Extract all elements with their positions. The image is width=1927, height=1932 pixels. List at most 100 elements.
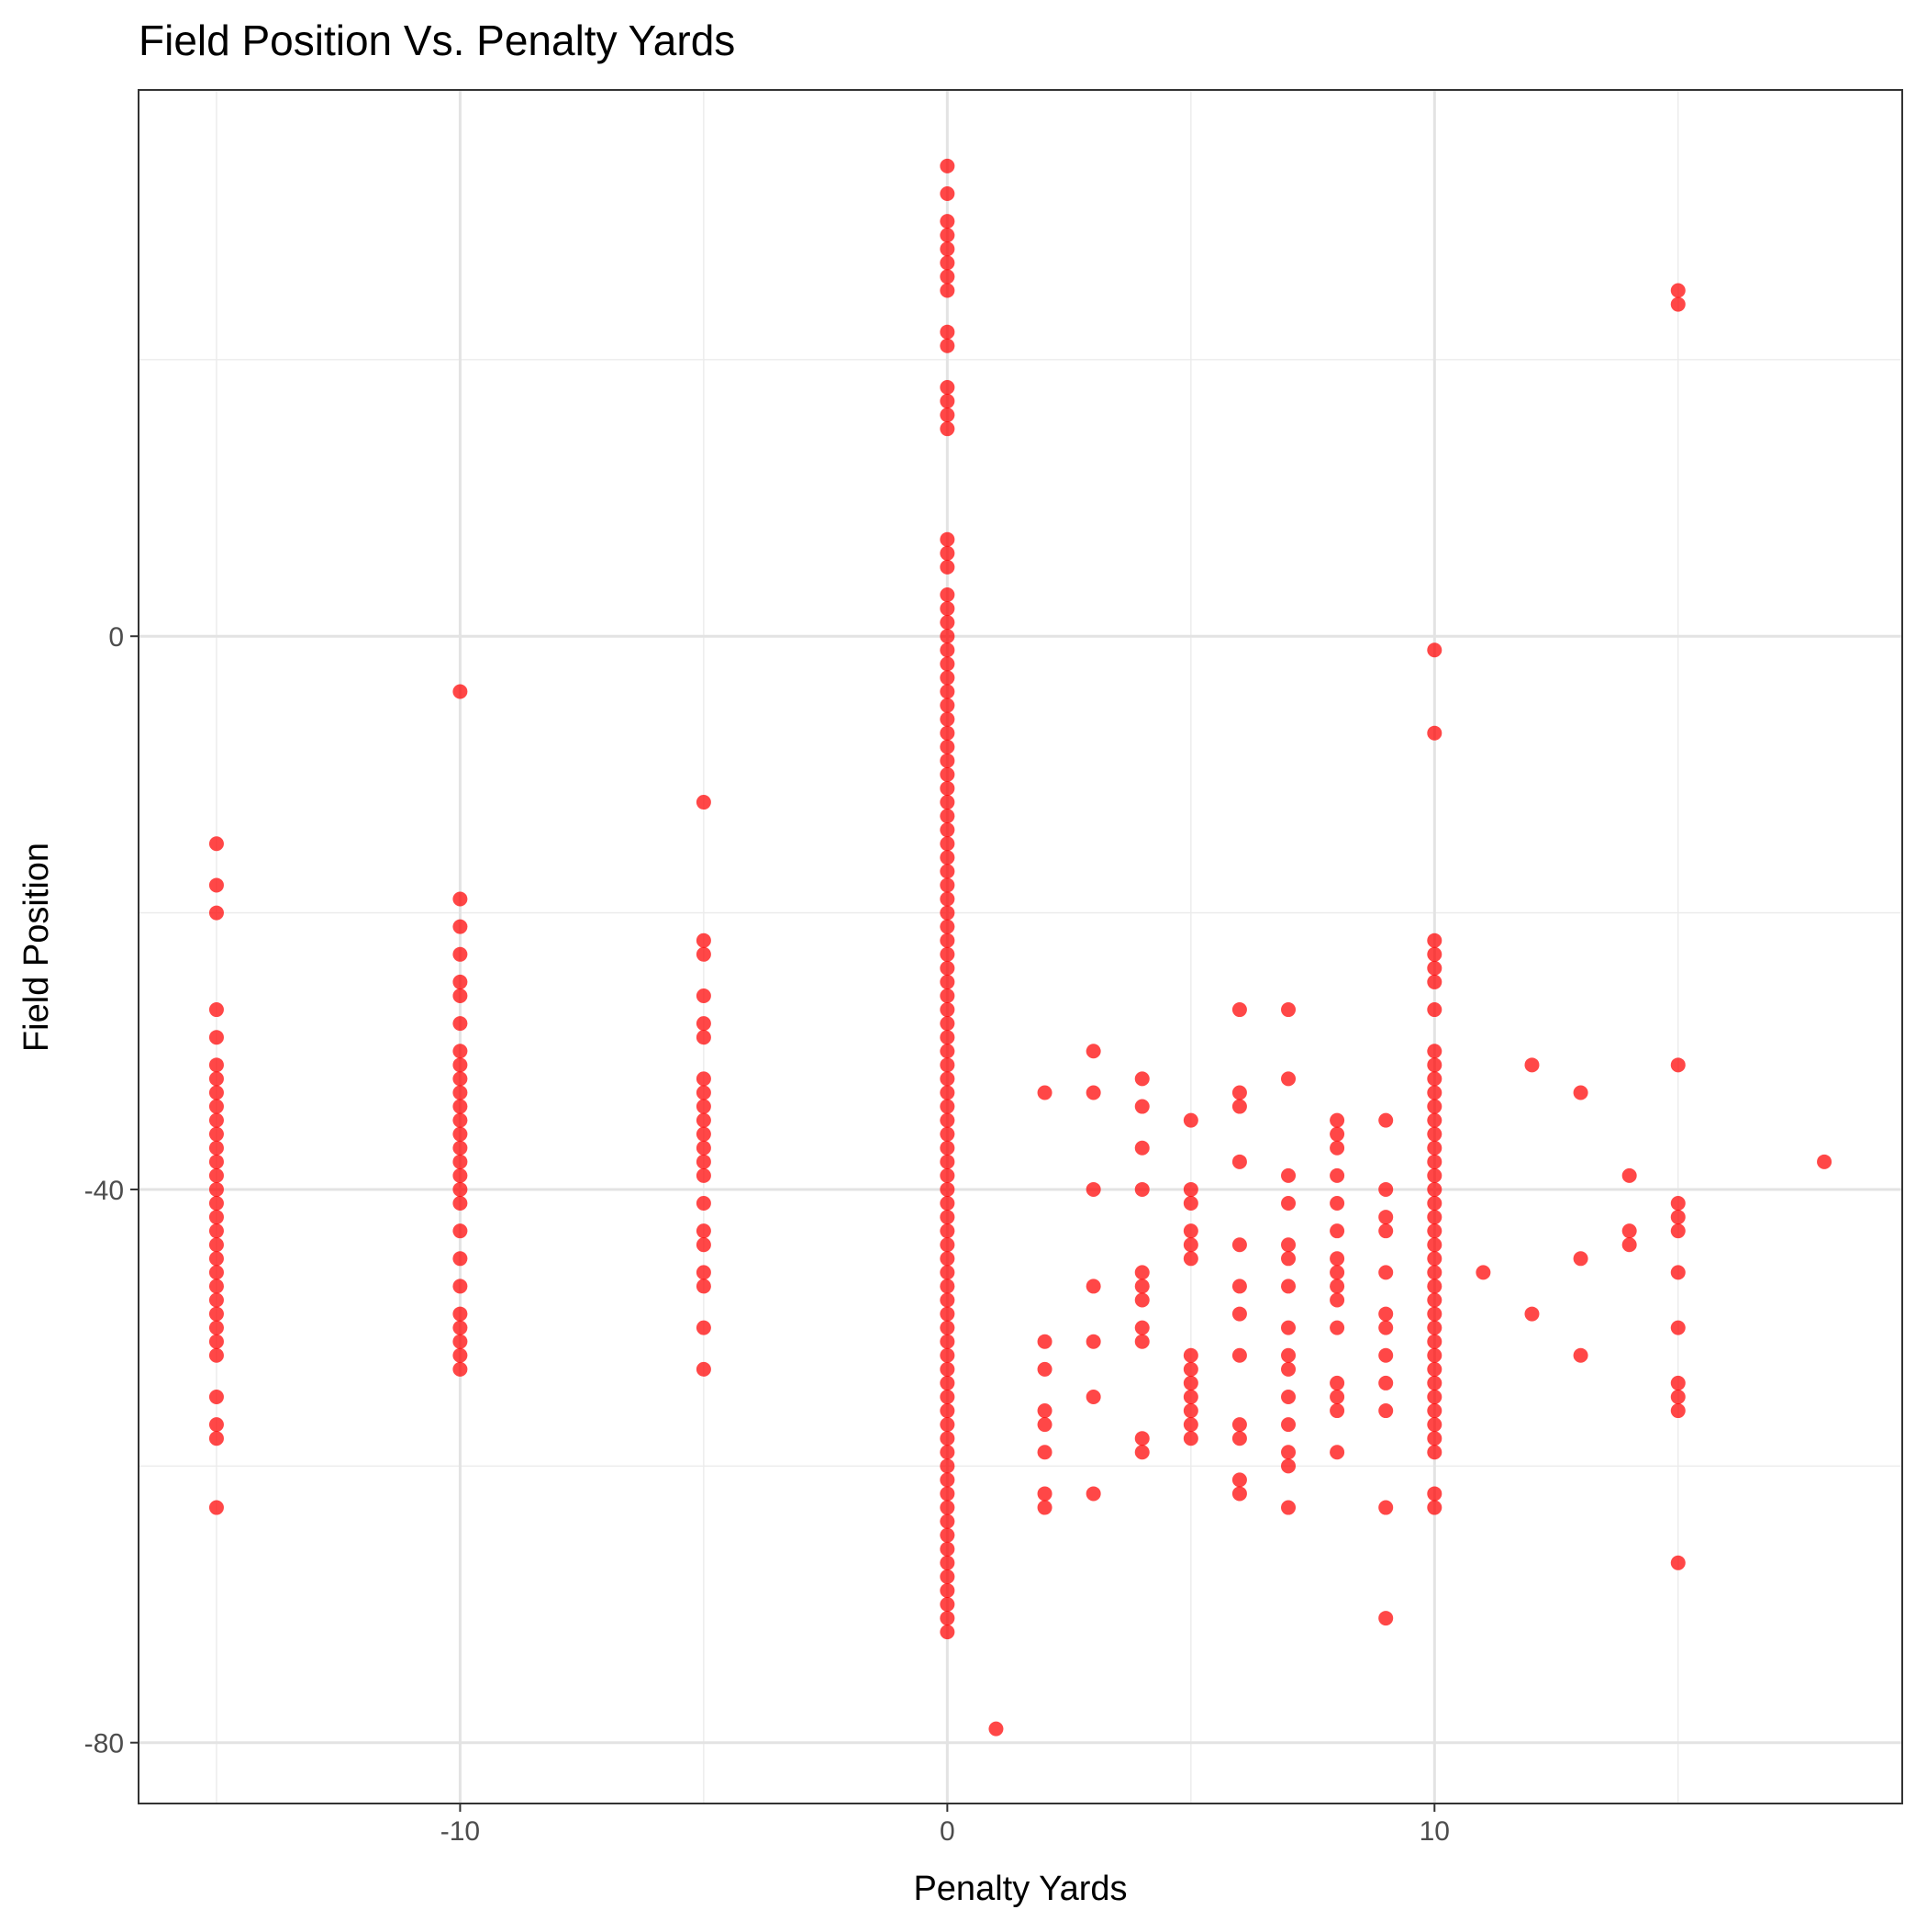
point [940, 946, 955, 962]
point [1134, 1431, 1150, 1446]
point [1427, 1002, 1442, 1018]
point [1231, 1417, 1247, 1433]
point [696, 1154, 711, 1169]
point [1427, 1112, 1442, 1128]
point [940, 214, 955, 229]
point [1231, 1279, 1247, 1294]
point [1427, 1237, 1442, 1253]
point [452, 919, 468, 934]
point [1524, 1306, 1540, 1322]
point [1427, 1445, 1442, 1460]
x-axis-label: Penalty Yards [913, 1870, 1127, 1908]
point [940, 891, 955, 907]
point [1281, 1361, 1297, 1377]
point [1231, 1306, 1247, 1322]
point [940, 656, 955, 672]
point [940, 1611, 955, 1626]
point [696, 795, 711, 810]
point [1427, 932, 1442, 948]
point [1231, 1486, 1247, 1502]
point [1086, 1044, 1101, 1059]
point [208, 1347, 224, 1363]
point [1281, 1251, 1297, 1267]
point [940, 545, 955, 561]
point [1231, 1154, 1247, 1169]
point [1427, 1196, 1442, 1212]
point [452, 1044, 468, 1059]
point [208, 1196, 224, 1212]
point [208, 1320, 224, 1335]
point [1281, 1417, 1297, 1433]
point [452, 1223, 468, 1239]
point [940, 919, 955, 934]
point [452, 684, 468, 699]
point [1427, 1306, 1442, 1322]
point [696, 1071, 711, 1087]
point [940, 1555, 955, 1570]
point [452, 1167, 468, 1183]
point [940, 1112, 955, 1128]
point [940, 725, 955, 741]
point [696, 1112, 711, 1128]
point [940, 1167, 955, 1183]
point [940, 1527, 955, 1543]
point [1183, 1431, 1198, 1446]
point [1330, 1279, 1345, 1294]
point [1621, 1167, 1637, 1183]
point [1183, 1389, 1198, 1404]
point [940, 1181, 955, 1197]
point [696, 1196, 711, 1212]
point [1330, 1292, 1345, 1308]
point [940, 1085, 955, 1100]
point [1231, 1347, 1247, 1363]
point [1427, 1403, 1442, 1419]
point [940, 601, 955, 617]
point [940, 1140, 955, 1156]
point [1330, 1265, 1345, 1280]
point [1670, 296, 1686, 312]
point [940, 795, 955, 810]
point [452, 1181, 468, 1197]
point [1670, 1555, 1686, 1570]
point [940, 1500, 955, 1515]
point [1670, 1265, 1686, 1280]
point [1134, 1445, 1150, 1460]
point [208, 1223, 224, 1239]
point [940, 1223, 955, 1239]
point [1427, 1265, 1442, 1280]
point [452, 1140, 468, 1156]
point [696, 1279, 711, 1294]
point [940, 1030, 955, 1045]
point [940, 629, 955, 644]
point [208, 1167, 224, 1183]
point [940, 1597, 955, 1613]
point [1183, 1347, 1198, 1363]
point [940, 1541, 955, 1557]
point [208, 1030, 224, 1045]
point [940, 338, 955, 353]
point [940, 809, 955, 824]
point [1281, 1196, 1297, 1212]
point [696, 988, 711, 1003]
point [1134, 1320, 1150, 1335]
point [1281, 1389, 1297, 1404]
point [940, 241, 955, 257]
point [940, 1279, 955, 1294]
point [940, 1569, 955, 1584]
point [940, 559, 955, 575]
point [1427, 960, 1442, 976]
point [452, 1016, 468, 1032]
point [452, 1099, 468, 1114]
point [1183, 1403, 1198, 1419]
point [1231, 1002, 1247, 1018]
point [1330, 1167, 1345, 1183]
point [940, 1292, 955, 1308]
point [208, 1292, 224, 1308]
point [1670, 283, 1686, 298]
point [208, 1251, 224, 1267]
point [1134, 1181, 1150, 1197]
point [1134, 1334, 1150, 1349]
point [1573, 1251, 1588, 1267]
